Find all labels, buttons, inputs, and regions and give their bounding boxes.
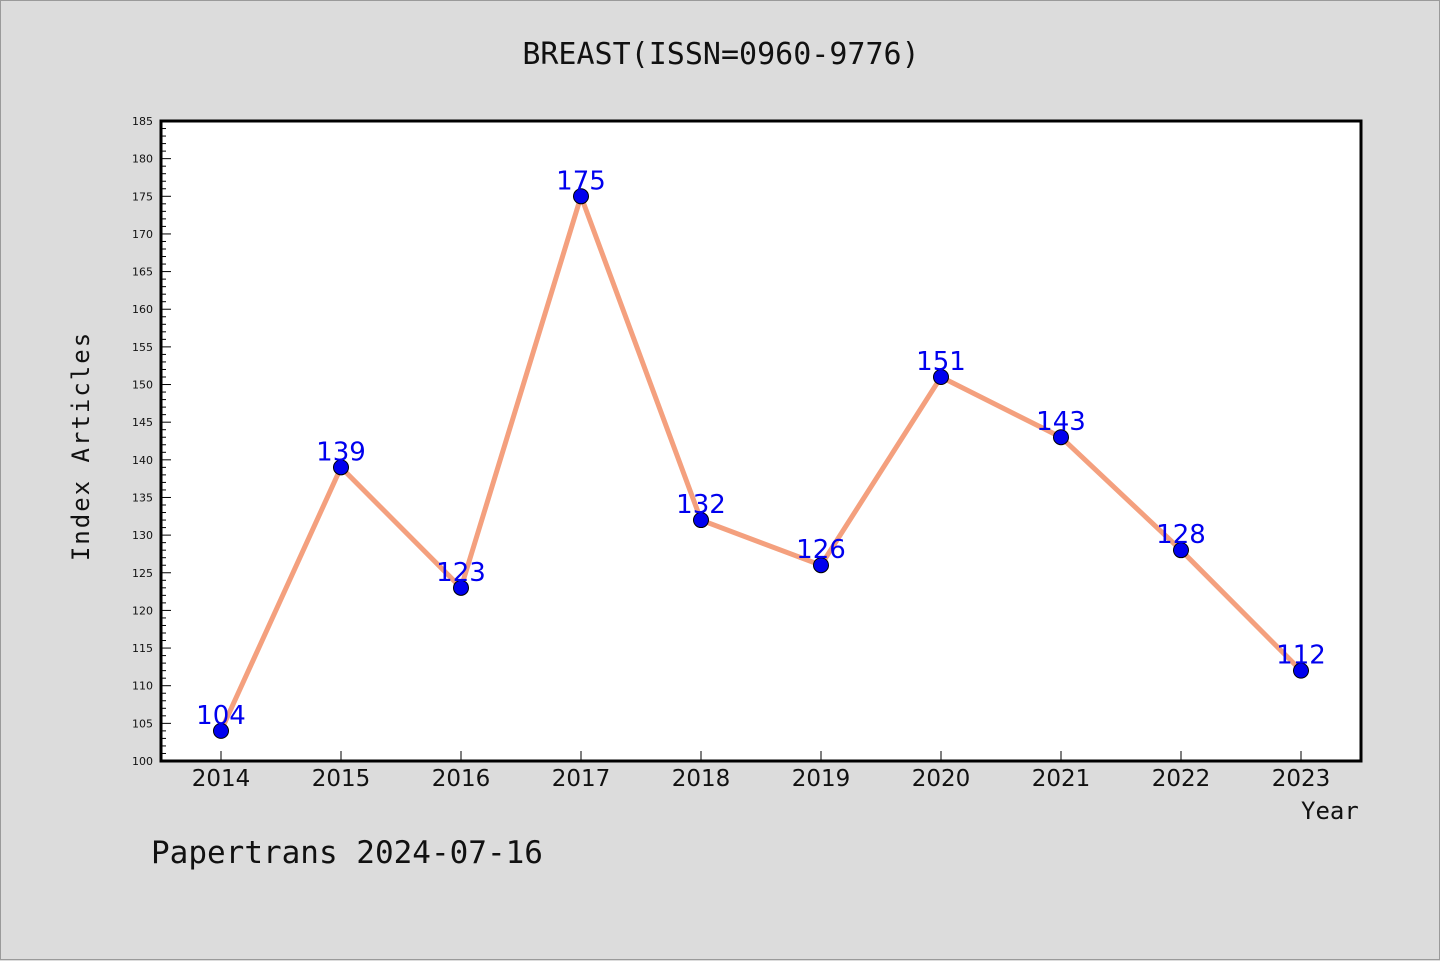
data-point	[813, 557, 829, 574]
x-tick-label: 2014	[192, 766, 251, 792]
y-tick-label: 155	[132, 341, 153, 354]
y-tick-label: 140	[132, 454, 153, 467]
x-tick-label: 2015	[312, 766, 371, 792]
x-tick-label: 2016	[432, 766, 491, 792]
data-label: 139	[316, 437, 366, 467]
data-point	[333, 459, 349, 476]
y-tick-label: 125	[132, 567, 153, 580]
y-tick-label: 175	[132, 190, 153, 203]
y-tick-label: 170	[132, 228, 153, 241]
x-tick-label: 2023	[1272, 766, 1331, 792]
data-label: 123	[436, 558, 486, 588]
data-label: 104	[196, 701, 246, 731]
x-tick-label: 2019	[792, 766, 851, 792]
y-tick-label: 130	[132, 529, 153, 542]
data-point	[453, 579, 469, 596]
data-point	[1293, 662, 1309, 679]
data-label: 112	[1276, 641, 1326, 671]
data-point	[573, 188, 589, 205]
data-label: 175	[556, 166, 606, 196]
series-line	[218, 188, 1303, 732]
y-tick-label: 105	[132, 717, 153, 730]
x-tick-label: 2022	[1152, 766, 1211, 792]
x-tick-label: 2021	[1032, 766, 1091, 792]
data-point	[1053, 429, 1069, 446]
y-tick-label: 165	[132, 266, 153, 279]
y-tick-label: 145	[132, 416, 153, 429]
data-label: 128	[1156, 520, 1206, 550]
y-tick-label: 135	[132, 491, 153, 504]
x-axis-title: Year	[1301, 797, 1359, 825]
chart-title: BREAST(ISSN=0960-9776)	[522, 37, 920, 72]
data-label: 151	[916, 347, 966, 377]
y-tick-label: 185	[132, 115, 153, 128]
data-point	[1173, 542, 1189, 559]
y-tick-label: 115	[132, 642, 153, 655]
x-tick-label: 2017	[552, 766, 611, 792]
data-label: 143	[1036, 407, 1086, 437]
data-point	[693, 512, 709, 529]
data-point	[213, 722, 229, 739]
y-tick-label: 110	[132, 680, 153, 693]
footer-note: Papertrans 2024-07-16	[151, 835, 543, 871]
y-tick-label: 180	[132, 153, 153, 166]
y-tick-label: 150	[132, 379, 153, 392]
data-label: 126	[796, 535, 846, 565]
x-tick-label: 2018	[672, 766, 731, 792]
y-tick-label: 120	[132, 604, 153, 617]
y-tick-label: 160	[132, 303, 153, 316]
data-label: 132	[676, 490, 726, 520]
plot-area	[159, 119, 1363, 763]
data-point	[933, 369, 949, 385]
y-tick-label: 100	[132, 755, 153, 768]
x-tick-label: 2020	[912, 766, 971, 792]
